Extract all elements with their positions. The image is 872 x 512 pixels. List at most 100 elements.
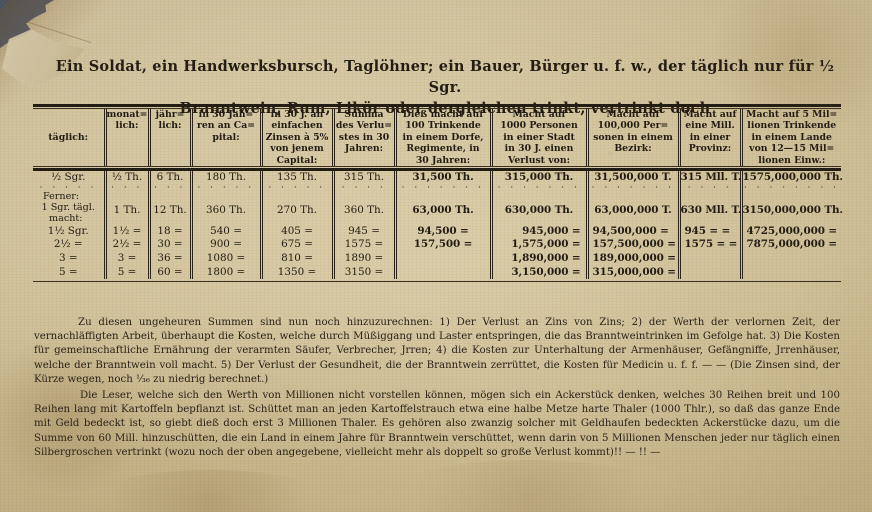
headline-line-1: Ein Soldat, ein Handwerksbursch, Taglöhn…: [55, 58, 835, 96]
cell-daily: 5 =: [33, 265, 107, 280]
cell-per-100: [395, 252, 493, 266]
cell-per-million: 315 Mll. T.: [679, 171, 743, 185]
cell-total-30y: 360 Th.: [333, 190, 397, 225]
cell-per-5-million: 3150,000,000 Th.: [742, 203, 844, 216]
cell-monthly: 1½ =: [105, 224, 151, 239]
col-header-per-5-million-country: Macht auf 5 Mil= lionen Trinkende in ein…: [746, 109, 838, 166]
cell-interest-30y: 405 =: [261, 224, 335, 239]
cell-daily-ferner: Ferner: 1 Sgr. tägl. macht:: [33, 190, 107, 225]
paragraph-field-analogy: Die Leser, welche sich den Werth von Mil…: [34, 390, 840, 458]
cell-yearly: 6 Th.: [149, 171, 193, 185]
cell-interest-30y: 135 Th.: [261, 171, 335, 185]
col-header-per-1000-persons: Macht auf 1000 Personen in einer Stadt i…: [491, 109, 589, 167]
statistics-table: täglich: monat= lich: jähr= lich: in 30 …: [33, 109, 841, 167]
cell-per-1000: 1,575,000 =: [491, 238, 589, 253]
table-header-divider-1: [33, 166, 841, 168]
cell-interest-30y: 810 =: [261, 252, 335, 266]
paragraph-additional-losses: Zu diesen ungeheuren Summen sind nun noc…: [34, 317, 840, 385]
col-header-yearly: jähr= lich:: [149, 109, 193, 167]
dot-cell: · · · · · · · ·: [741, 182, 841, 193]
cell-per-100000: 94,500,000 =: [587, 224, 681, 239]
cell-per-100000: 189,000,000 =: [587, 252, 681, 266]
cell-monthly: 2½ =: [105, 238, 151, 253]
cell-daily: ½ Sgr.: [33, 171, 107, 185]
cell-yearly: 36 =: [149, 252, 193, 266]
cell-capital-30y: 360 Th.: [191, 190, 263, 225]
cell-total-30y: 1575 =: [333, 238, 397, 253]
dot-leader: · · · · · · ·: [401, 182, 485, 193]
cell-interest-30y: 270 Th.: [261, 190, 335, 225]
cell-per-100: [395, 265, 493, 280]
dot-cell: · · · · · · ·: [587, 182, 681, 193]
ferner-value: 1 Sgr. tägl.: [41, 202, 95, 214]
cell-yearly: 60 =: [149, 265, 193, 280]
table-dot-leader-row: · · · · · · · · · · · · · · · · · · · · …: [33, 182, 841, 193]
col-header-per-100-drinkers: Dieß macht auf 100 Trinkende in einem Do…: [395, 109, 493, 167]
col-header-per-million-province: Macht auf eine Mill. in einer Provinz:: [679, 109, 743, 167]
cell-daily: 3 =: [33, 252, 107, 266]
cell-per-100000: 315,000,000 =: [587, 265, 681, 280]
dot-leader: · · · · ·: [268, 182, 326, 193]
cell-total-30y: 315 Th.: [333, 171, 397, 185]
cell-per-5-million: 1575,000,000 Th.: [742, 171, 844, 184]
table-header-divider-2: [33, 168, 841, 172]
cell-daily: 1½ Sgr.: [33, 224, 107, 239]
ferner-block: Ferner: 1 Sgr. tägl. macht:: [33, 191, 104, 225]
dot-cell: · · ·: [149, 182, 193, 193]
ferner-label: Ferner:: [43, 190, 80, 202]
cell-interest-30y: 675 =: [261, 238, 335, 253]
cell-per-100000: 31,500,000 T.: [587, 171, 681, 185]
cell-per-100: 63,000 Th.: [395, 190, 493, 225]
col-header-capital-30y: in 30 Jah= ren an Ca= pital:: [191, 109, 263, 167]
dot-cell: · · · · ·: [261, 182, 335, 193]
cell-monthly: 5 =: [105, 265, 151, 280]
cell-per-5-million: 4725,000,000 =: [746, 224, 838, 237]
table-row: 1½ Sgr. 1½ = 18 = 540 = 405 = 945 = 94,5…: [33, 224, 841, 239]
dot-cell: · · ·: [105, 183, 151, 192]
table-top-rule-2: [33, 108, 841, 109]
cell-per-million: 1575 = =: [679, 238, 743, 253]
dot-leader: · · · · · · · ·: [744, 182, 840, 193]
cell-total-30y: 945 =: [333, 224, 397, 239]
dot-leader: · · · · · · ·: [497, 182, 581, 193]
cell-per-100: 31,500 Th.: [395, 171, 493, 185]
dot-leader: · · · · · · ·: [591, 182, 675, 193]
cell-per-1000: 3,150,000 =: [491, 265, 589, 280]
cell-daily: 2½ =: [33, 238, 107, 253]
col-header-per-100000-persons: Macht auf 100,000 Per= sonen in einem Be…: [587, 109, 681, 167]
statistics-table-body: ½ Sgr. ½ Th. 6 Th. 180 Th. 135 Th. 315 T…: [33, 171, 844, 280]
table-top-rule: [33, 104, 841, 107]
cell-per-100000: 157,500,000 =: [587, 238, 681, 253]
col-header-monthly: monat= lich:: [105, 109, 151, 167]
body-text: Zu diesen ungeheuren Summen sind nun noc…: [34, 316, 840, 462]
cell-per-million: [679, 252, 743, 266]
cell-per-100000: 63,000,000 T.: [587, 190, 681, 225]
table-row: 2½ = 2½ = 30 = 900 = 675 = 1575 = 157,50…: [33, 238, 841, 253]
table-bottom-rule: [33, 281, 841, 283]
dot-cell: · · · ·: [333, 182, 397, 193]
cell-monthly: 3 =: [105, 252, 151, 266]
cell-capital-30y: 900 =: [191, 238, 263, 253]
statistics-table-wrapper: täglich: monat= lich: jähr= lich: in 30 …: [33, 104, 844, 283]
dot-cell: · · · · · · ·: [395, 182, 493, 193]
col-header-interest-30y: in 30 J. an einfachen Zinsen à 5% von je…: [261, 109, 335, 167]
dot-leader: · · ·: [154, 182, 186, 193]
table-row: 5 = 5 = 60 = 1800 = 1350 = 3150 = 3,150,…: [33, 265, 841, 280]
cell-per-100: 157,500 =: [395, 238, 493, 253]
cell-capital-30y: 180 Th.: [191, 171, 263, 185]
table-row: Ferner: 1 Sgr. tägl. macht: 1 Th. 12 Th.…: [33, 190, 844, 225]
cell-capital-30y: 1080 =: [191, 252, 263, 266]
dot-leader: · · · · ·: [197, 182, 255, 193]
dot-leader: · · · ·: [341, 182, 387, 193]
cell-capital-30y: 540 =: [191, 224, 263, 239]
cell-per-5-million: [741, 252, 841, 266]
table-header-row: täglich: monat= lich: jähr= lich: in 30 …: [33, 109, 841, 167]
cell-per-million: [679, 265, 743, 280]
cell-per-1000: 315,000 Th.: [491, 171, 589, 185]
cell-per-1000: 1,890,000 =: [491, 252, 589, 266]
cell-per-1000: 630,000 Th.: [491, 190, 589, 225]
dot-cell: · · · · ·: [33, 183, 107, 192]
cell-monthly: ½ Th.: [105, 171, 151, 185]
